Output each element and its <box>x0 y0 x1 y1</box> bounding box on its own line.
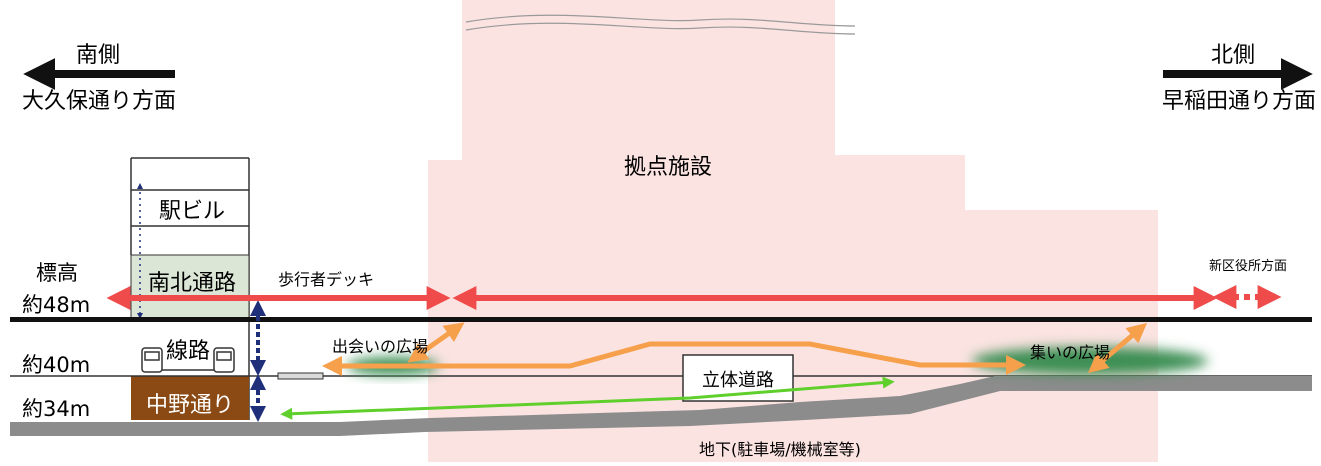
building-label: 拠点施設 <box>624 155 712 180</box>
orange-up-arrow-west <box>407 322 465 363</box>
nakano-dori-box <box>131 376 249 420</box>
orange-main-route <box>322 341 1026 376</box>
ward-office-label: 新区役所方面 <box>1209 258 1287 274</box>
north-south-passage-label: 南北通路 <box>148 271 236 296</box>
elevation-label: 標高 <box>36 261 78 285</box>
underground-label: 地下(駐車場/機械室等) <box>699 440 861 459</box>
station-building-label: 駅ビル <box>159 199 225 224</box>
elevation-48m: 約48m <box>22 293 90 317</box>
south-label: 南側 <box>76 43 120 68</box>
meeting-plaza-label: 出会いの広場 <box>332 337 428 356</box>
north-label: 北側 <box>1211 43 1255 68</box>
gathering-plaza-label: 集いの広場 <box>1030 343 1110 362</box>
small-platform <box>277 372 324 380</box>
wavy-cut-line <box>465 14 856 35</box>
south-sub-label: 大久保通り方面 <box>22 89 176 114</box>
elevation-40m: 約40m <box>22 353 90 377</box>
building-silhouette <box>428 0 1158 462</box>
elevation-34m: 約34m <box>22 397 90 421</box>
track-label: 線路 <box>166 339 210 364</box>
underground-ground-band <box>10 376 1312 436</box>
grade-separated-road-label: 立体道路 <box>702 370 774 391</box>
orange-up-arrow-east <box>1087 322 1148 374</box>
green-underground-route <box>280 376 895 420</box>
pedestrian-deck-label: 歩行者デッキ <box>278 270 374 289</box>
train-icons <box>141 347 235 373</box>
deck-level-line <box>10 317 1312 322</box>
nakano-dori-label: 中野通り <box>146 393 234 418</box>
north-sub-label: 早稲田通り方面 <box>1162 89 1316 114</box>
